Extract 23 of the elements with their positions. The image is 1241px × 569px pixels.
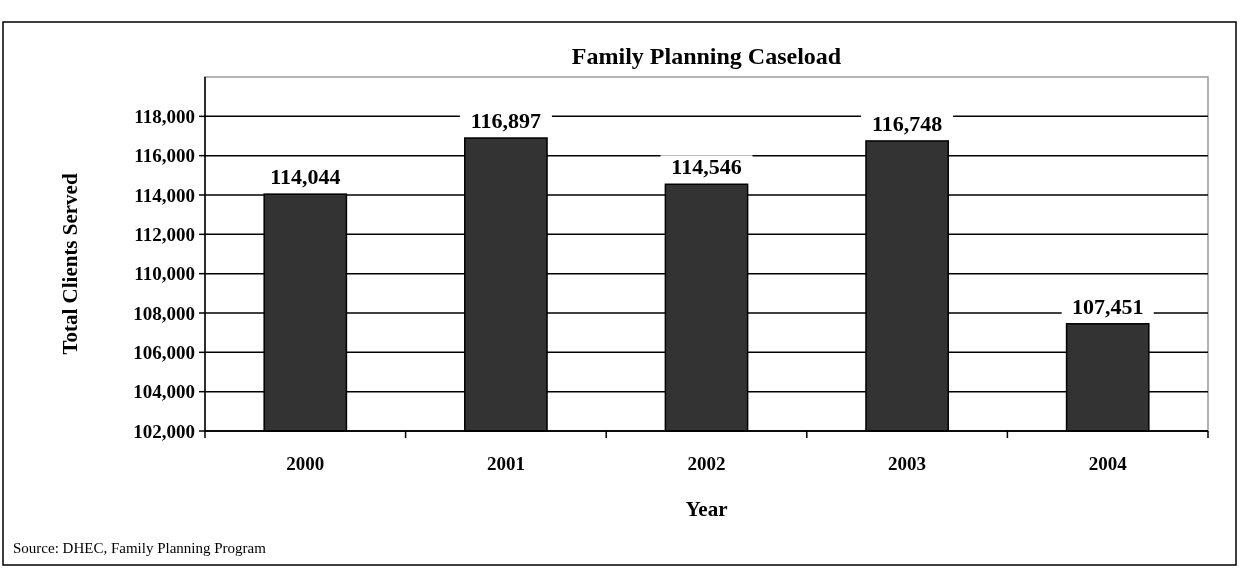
y-tick-label: 112,000 [134, 223, 195, 245]
x-tick-label: 2003 [888, 453, 927, 474]
y-tick-label: 108,000 [133, 302, 195, 324]
source-note: Source: DHEC, Family Planning Program [13, 540, 267, 556]
x-tick-label: 2002 [687, 453, 726, 474]
data-label: 114,044 [270, 164, 341, 190]
y-tick-label: 116,000 [134, 145, 195, 167]
y-tick-label: 106,000 [133, 341, 195, 363]
chart-title: Family Planning Caseload [571, 43, 842, 69]
x-tick-label: 2000 [286, 453, 325, 474]
data-label: 107,451 [1071, 293, 1144, 319]
data-label: 116,748 [871, 110, 943, 136]
y-tick-label: 110,000 [134, 263, 195, 285]
x-tick-label: 2004 [1088, 453, 1128, 474]
y-axis-title: Total Clients Served [58, 173, 82, 355]
data-label: 116,897 [470, 108, 542, 134]
x-axis-title: Year [685, 497, 728, 521]
x-tick-label: 2001 [486, 453, 525, 474]
y-tick-label: 118,000 [134, 105, 195, 127]
y-tick-label: 104,000 [133, 381, 195, 403]
y-tick-label: 114,000 [134, 184, 195, 206]
y-tick-label: 102,000 [133, 420, 195, 442]
data-label: 114,546 [671, 154, 742, 180]
